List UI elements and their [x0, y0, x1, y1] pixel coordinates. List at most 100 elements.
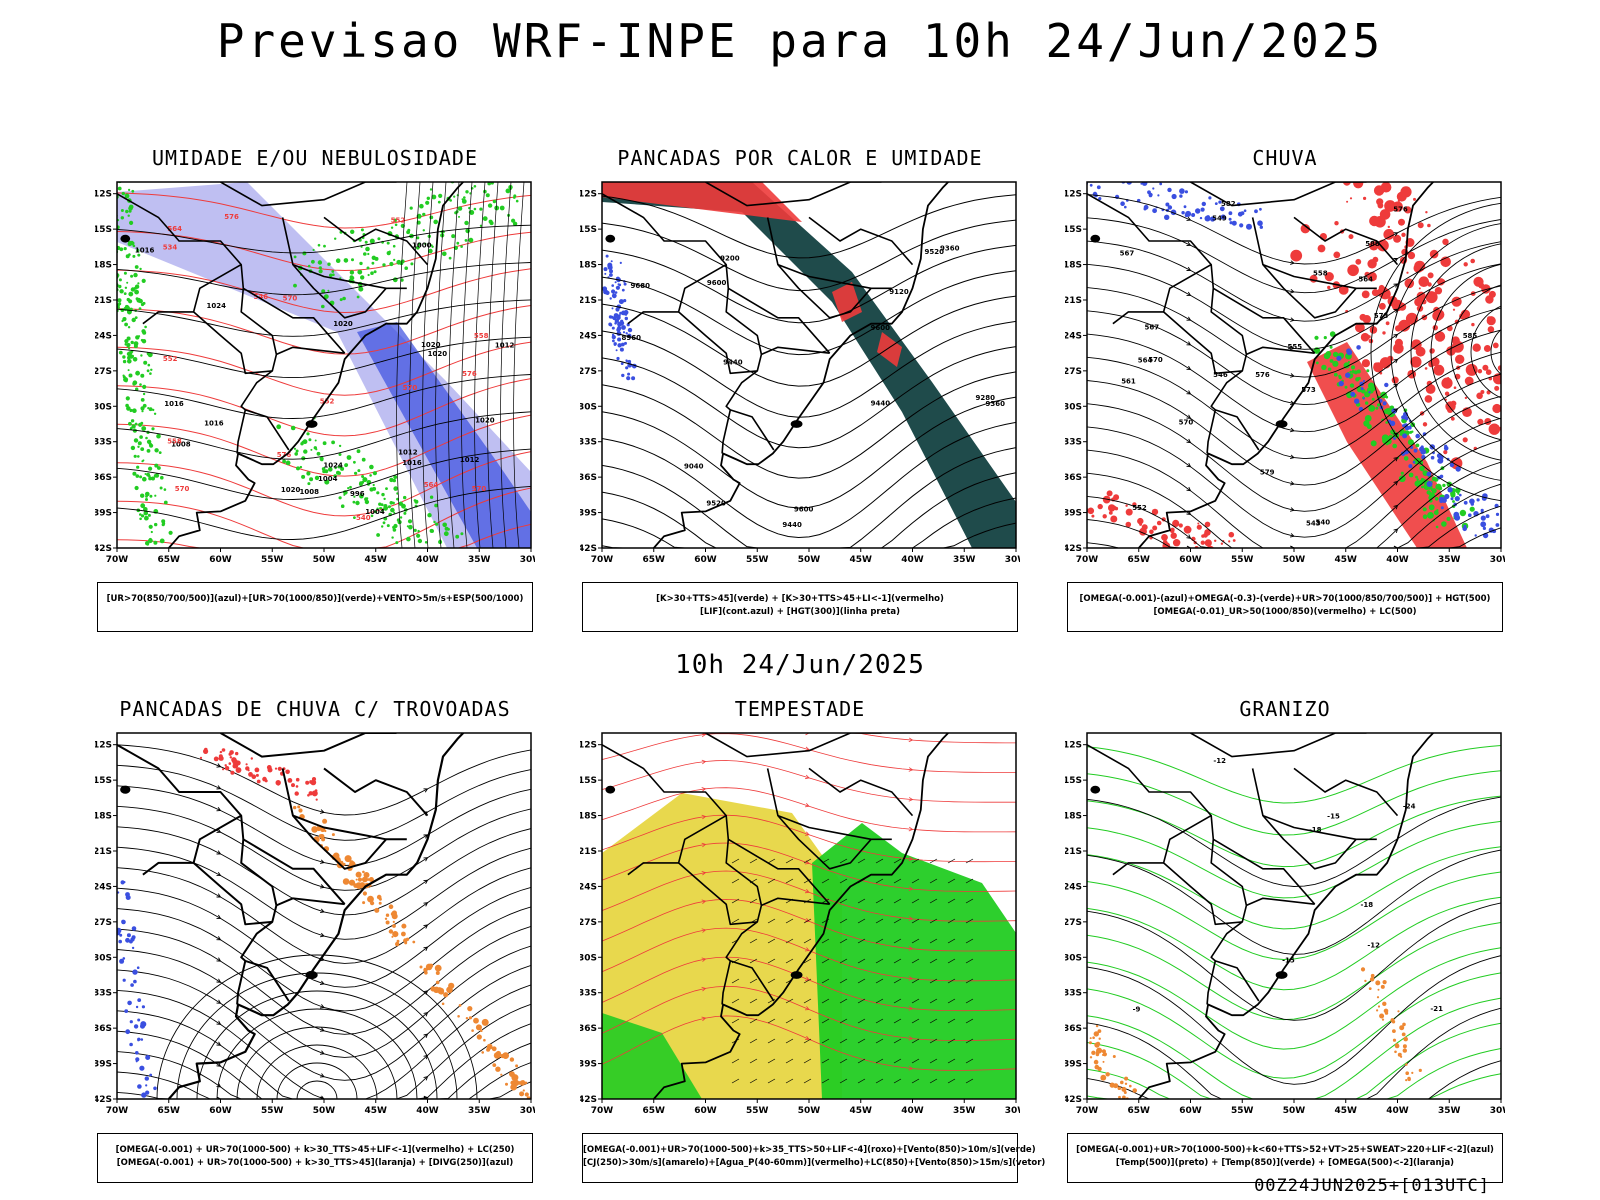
rain-green-cell: [1418, 460, 1424, 466]
rain-red-cell: [1196, 524, 1202, 530]
wind-vector: [857, 1058, 866, 1064]
country-border: [627, 814, 727, 876]
rain-red-cell: [1391, 376, 1399, 384]
ridge-contour: [236, 1026, 398, 1099]
humid-green-cell: [142, 392, 146, 396]
omega-orange-cell: [1097, 1029, 1102, 1033]
y-tick-label: 21S: [1065, 296, 1082, 306]
wind-vector: [911, 998, 920, 1004]
x-tick-label: 70W: [1076, 1106, 1099, 1116]
rain-green-cell: [1446, 516, 1451, 521]
divergence-blue-cell: [144, 1076, 149, 1081]
hgt-label: 9040: [684, 462, 704, 470]
humid-green-cell: [407, 228, 411, 232]
panel-granizo: GRANIZO -9 -12 -15 -18 -21 -24 -12 -15 -18 70W 65W…: [1055, 697, 1515, 1183]
humid-green-cell: [145, 436, 148, 440]
rain-blue-cell: [1476, 498, 1480, 502]
rain-blue-cell: [1480, 515, 1486, 521]
rain-green-cell: [1376, 403, 1381, 407]
humid-green-cell: [464, 239, 468, 242]
flow-arrow: [216, 807, 222, 812]
humid-green-cell: [344, 463, 348, 468]
humid-green-cell: [338, 453, 342, 456]
humid-green-cell: [146, 369, 150, 373]
red-instability-cell: [247, 769, 250, 772]
country-border: [602, 744, 763, 906]
instability-red: [877, 332, 902, 367]
humid-green-cell: [130, 340, 134, 345]
rain-green-cell: [1366, 424, 1372, 430]
omega-orange-cell: [1418, 1068, 1422, 1072]
omega-orange-cell: [1100, 1076, 1105, 1081]
humid-green-cell: [349, 275, 354, 279]
wind-vector: [893, 978, 902, 984]
humid-green-cell: [142, 459, 145, 462]
rain-blue-cell: [1152, 187, 1155, 190]
humid-green-cell: [424, 242, 427, 246]
flow-arrow: [701, 733, 707, 736]
rain-red-cell: [1453, 386, 1457, 389]
hgt300-contour: [602, 421, 1016, 539]
rain-blue-cell: [1214, 202, 1218, 205]
omega-orange-cell: [1124, 1082, 1128, 1085]
orange-instability-cell: [483, 1038, 486, 1042]
humid-green-cell: [333, 474, 337, 478]
omega-orange-cell: [1370, 973, 1375, 978]
humid-green-cell: [109, 244, 113, 248]
humid-green-cell: [140, 398, 145, 402]
humid-green-cell: [147, 363, 151, 367]
divergence-blue-cell: [132, 969, 138, 975]
omega-orange-cell: [1369, 977, 1375, 982]
humid-green-cell: [318, 266, 322, 270]
wind-vector: [821, 878, 830, 884]
humid-green-cell: [296, 466, 300, 471]
humid-green-cell: [433, 520, 436, 524]
humid-green-cell: [392, 528, 397, 532]
lif-blue-cell: [602, 286, 608, 292]
instability-red: [832, 282, 862, 322]
wind-vector: [821, 978, 830, 984]
humid-green-cell: [370, 514, 374, 518]
red-instability-cell: [221, 758, 224, 761]
wind-vector: [857, 938, 866, 944]
rain-blue-cell: [1204, 215, 1211, 222]
y-tick-label: 36S: [580, 1024, 597, 1034]
humid-green-cell: [139, 475, 143, 479]
humid-green-cell: [371, 261, 375, 265]
humid-green-cell: [413, 499, 417, 502]
humid-green-cell: [153, 474, 158, 478]
humid-green-cell: [417, 538, 423, 544]
humid-green-cell: [406, 525, 409, 528]
rain-blue-cell: [1413, 448, 1418, 453]
wind-vector: [821, 938, 830, 944]
lif-blue-cell: [621, 373, 625, 378]
humid-green-cell: [135, 297, 139, 301]
humid-green-cell: [148, 538, 153, 544]
wind-vector: [947, 898, 956, 904]
humid-green-cell: [479, 207, 483, 211]
rain-red-cell: [1425, 291, 1438, 304]
wind-vector: [875, 958, 884, 964]
rain-red-cell: [1214, 539, 1217, 542]
hgt300-contour: [602, 295, 1016, 387]
rain-blue-cell: [1482, 526, 1486, 530]
flow-arrow: [216, 1020, 222, 1025]
isobar-label: 1016: [135, 246, 155, 254]
rain-blue-cell: [1426, 472, 1430, 476]
rain-blue-cell: [1449, 462, 1455, 468]
panel-chuva: CHUVA 582 588 585 576 573 570 567 564 561 558 555 5…: [1055, 146, 1515, 632]
rain-red-cell: [1369, 326, 1378, 334]
ridge-contour: [176, 972, 458, 1099]
humid-green-cell: [498, 176, 501, 179]
orange-instability-cell: [342, 878, 350, 885]
lif-blue-cell: [617, 343, 622, 348]
humid-green-cell: [404, 266, 409, 270]
humid-green-cell: [136, 248, 140, 252]
humid-green-cell: [104, 209, 109, 214]
humid-green-cell: [335, 258, 341, 263]
lake-titicaca: [605, 785, 616, 794]
humid-green-cell: [139, 267, 142, 271]
y-tick-label: 27S: [580, 367, 597, 377]
rain-blue-cell: [1440, 506, 1444, 510]
humid-green-cell: [139, 383, 142, 386]
